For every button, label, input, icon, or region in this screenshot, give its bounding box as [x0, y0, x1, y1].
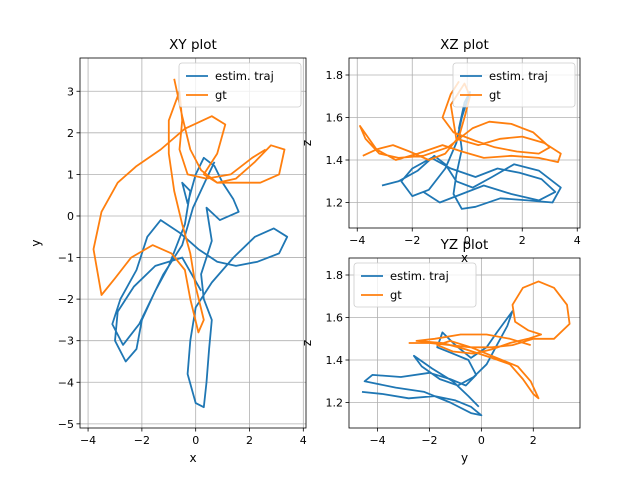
- subplot-title: YZ plot: [440, 237, 489, 253]
- legend-label: gt: [489, 88, 501, 102]
- x-tick-label: 2: [519, 234, 526, 247]
- axes-frame: [348, 257, 581, 429]
- x-tick-label: −2: [404, 234, 420, 247]
- x-tick-label: −4: [80, 434, 96, 447]
- y-tick-label: 3: [67, 85, 74, 98]
- legend-label: gt: [215, 88, 227, 102]
- series-line-gt: [408, 280, 571, 400]
- x-tick-label: 0: [478, 434, 485, 447]
- y-tick-label: 1: [67, 168, 74, 181]
- y-tick-label: 1.4: [326, 154, 344, 167]
- y-axis-label: z: [300, 140, 314, 146]
- x-tick-label: 0: [464, 234, 471, 247]
- x-tick-label: −2: [421, 434, 437, 447]
- x-axis-label: x: [189, 451, 196, 465]
- y-tick-label: −3: [58, 335, 74, 348]
- legend-label: estim. traj: [489, 69, 548, 83]
- y-tick-label: −5: [58, 418, 74, 431]
- x-tick-label: −4: [349, 234, 365, 247]
- axes-frame: [348, 57, 581, 229]
- y-tick-label: 1.4: [326, 354, 344, 367]
- y-tick-label: 1.8: [326, 69, 344, 82]
- axes-frame: [79, 57, 307, 429]
- subplot-title: XZ plot: [440, 37, 489, 53]
- legend: estim. traj gt: [452, 62, 576, 108]
- x-tick-label: 4: [574, 234, 581, 247]
- subplot-0: −4 −2 0 2 4 −5 −4 −3 −2 −1 0 1 2 3 XY plot x y estim. tra…: [29, 37, 307, 465]
- x-tick-label: −4: [369, 434, 385, 447]
- x-tick-label: 2: [246, 434, 253, 447]
- legend: estim. traj gt: [178, 62, 302, 108]
- x-tick-label: 0: [192, 434, 199, 447]
- subplot-title: XY plot: [169, 37, 217, 53]
- legend-label: estim. traj: [390, 269, 449, 283]
- series-line-estimtraj: [361, 310, 514, 417]
- y-tick-label: 2: [67, 127, 74, 140]
- legend-box: [452, 62, 576, 108]
- y-tick-label: 1.2: [326, 397, 344, 410]
- y-tick-label: 0: [67, 210, 74, 223]
- legend: estim. traj gt: [353, 262, 477, 308]
- subplot-2: −4 −2 0 2 1.2 1.4 1.6 1.8 YZ plot y z estim. traj gt: [300, 237, 581, 465]
- legend-box: [178, 62, 302, 108]
- series-line-estimtraj: [111, 156, 289, 409]
- y-axis-label: y: [29, 239, 43, 246]
- x-tick-label: −2: [134, 434, 150, 447]
- legend-label: gt: [390, 288, 402, 302]
- y-tick-label: 1.8: [326, 269, 344, 282]
- y-tick-label: −1: [58, 252, 74, 265]
- x-axis-label: y: [461, 451, 468, 465]
- y-axis-label: z: [300, 340, 314, 346]
- x-tick-label: 2: [530, 434, 537, 447]
- y-tick-label: 1.6: [326, 312, 344, 325]
- y-tick-label: 1.2: [326, 197, 344, 210]
- series-line-gt: [359, 80, 562, 163]
- y-tick-label: −2: [58, 293, 74, 306]
- x-tick-label: 4: [300, 434, 307, 447]
- y-tick-label: −4: [58, 376, 74, 389]
- legend-box: [353, 262, 477, 308]
- y-tick-label: 1.6: [326, 112, 344, 125]
- series-line-gt: [92, 78, 286, 334]
- legend-label: estim. traj: [215, 69, 274, 83]
